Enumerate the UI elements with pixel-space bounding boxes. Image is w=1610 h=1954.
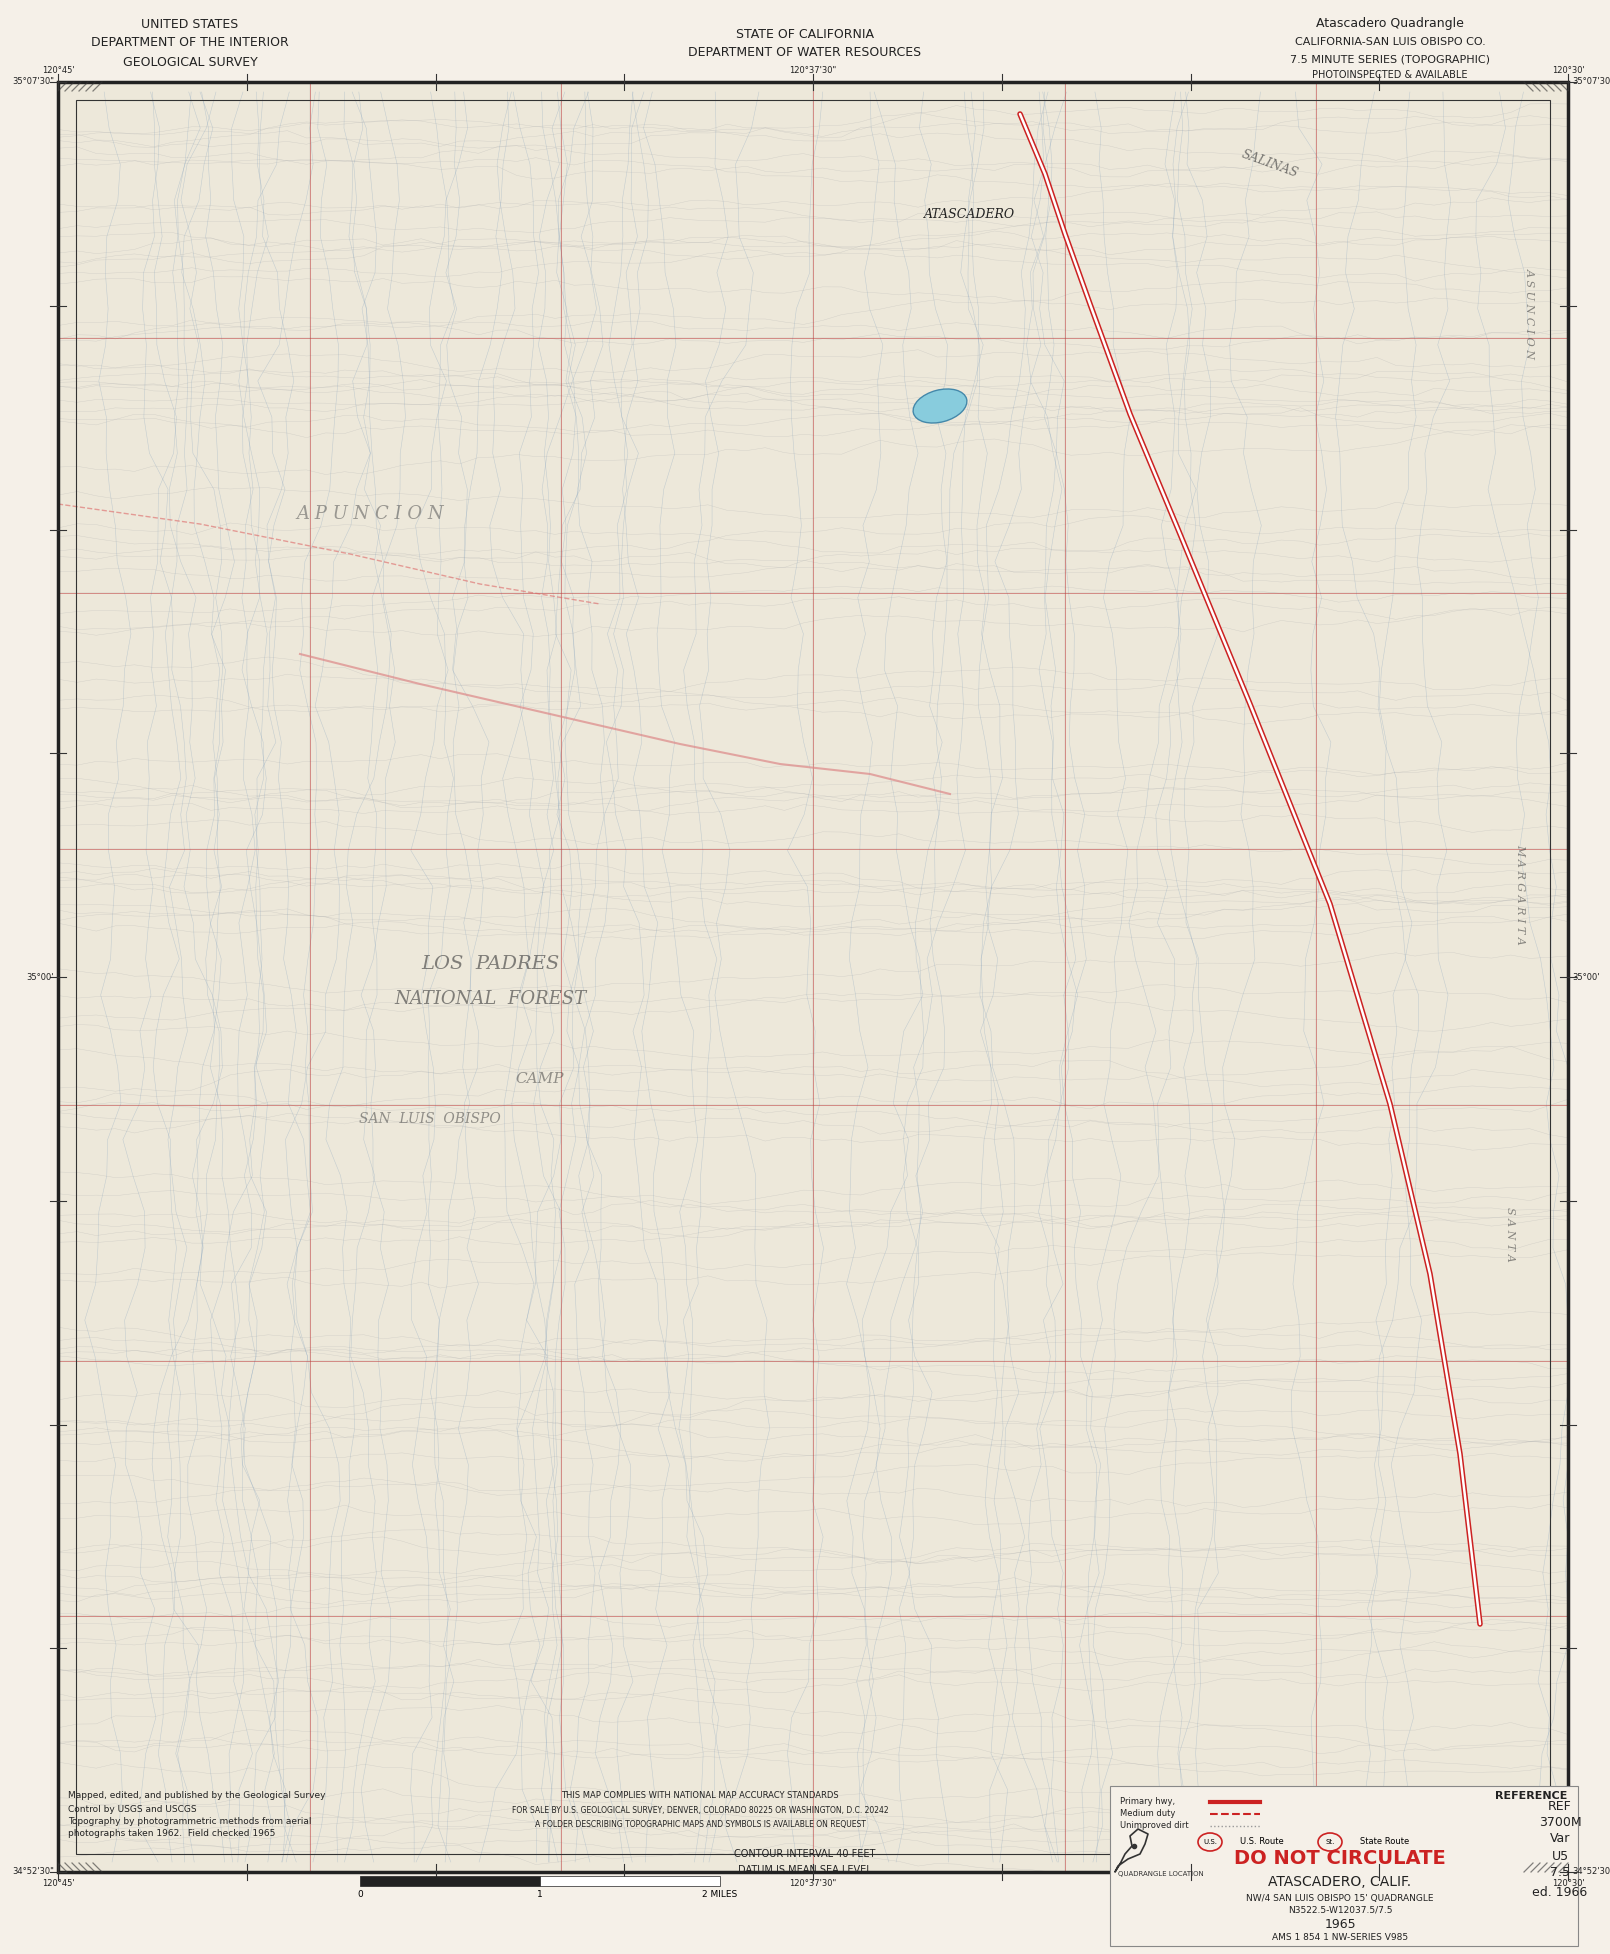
Text: 35°00': 35°00' [26, 973, 55, 981]
Text: THIS MAP COMPLIES WITH NATIONAL MAP ACCURACY STANDARDS: THIS MAP COMPLIES WITH NATIONAL MAP ACCU… [562, 1792, 839, 1800]
Bar [1109, 1786, 1578, 1946]
Text: Control by USGS and USCGS: Control by USGS and USCGS [68, 1804, 196, 1813]
Text: St.: St. [1325, 1839, 1335, 1845]
Text: A P U N C I O N: A P U N C I O N [296, 504, 444, 524]
Text: 120°30': 120°30' [1552, 66, 1584, 74]
Text: Mapped, edited, and published by the Geological Survey: Mapped, edited, and published by the Geo… [68, 1792, 325, 1800]
Text: DEPARTMENT OF THE INTERIOR: DEPARTMENT OF THE INTERIOR [92, 37, 288, 49]
Ellipse shape [913, 389, 968, 422]
Text: M A R G A R I T A: M A R G A R I T A [1515, 844, 1525, 944]
Text: Atascadero Quadrangle: Atascadero Quadrangle [1315, 18, 1463, 31]
Text: A S U N C I O N: A S U N C I O N [1525, 268, 1534, 360]
Text: ATASCADERO, CALIF.: ATASCADERO, CALIF. [1269, 1876, 1412, 1890]
Text: REF: REF [1549, 1800, 1571, 1813]
Text: U.S.: U.S. [1203, 1839, 1217, 1845]
Text: FOR SALE BY U.S. GEOLOGICAL SURVEY, DENVER, COLORADO 80225 OR WASHINGTON, D.C. 2: FOR SALE BY U.S. GEOLOGICAL SURVEY, DENV… [512, 1807, 889, 1815]
Text: S A N T A: S A N T A [1505, 1208, 1515, 1262]
Text: SAN  LUIS  OBISPO: SAN LUIS OBISPO [359, 1112, 501, 1126]
Text: 34°52'30": 34°52'30" [1571, 1868, 1610, 1876]
Text: A FOLDER DESCRIBING TOPOGRAPHIC MAPS AND SYMBOLS IS AVAILABLE ON REQUEST: A FOLDER DESCRIBING TOPOGRAPHIC MAPS AND… [535, 1819, 866, 1829]
Bar [361, 1876, 539, 1886]
Text: Topography by photogrammetric methods from aerial: Topography by photogrammetric methods fr… [68, 1817, 311, 1827]
Text: Medium duty: Medium duty [1121, 1809, 1175, 1819]
Text: PHOTOINSPECTED & AVAILABLE: PHOTOINSPECTED & AVAILABLE [1312, 70, 1468, 80]
Text: photographs taken 1962.  Field checked 1965: photographs taken 1962. Field checked 19… [68, 1829, 275, 1839]
Text: ATASCADERO: ATASCADERO [924, 207, 1016, 221]
Text: NATIONAL  FOREST: NATIONAL FOREST [394, 991, 586, 1008]
Text: SALINAS: SALINAS [1240, 149, 1301, 180]
Text: State Route: State Route [1360, 1837, 1409, 1847]
Text: 120°30': 120°30' [1552, 1880, 1584, 1888]
Text: N3522.5-W12037.5/7.5: N3522.5-W12037.5/7.5 [1288, 1905, 1393, 1915]
Text: 1: 1 [538, 1890, 543, 1899]
Text: ed. 1966: ed. 1966 [1533, 1886, 1587, 1899]
Text: CAMP: CAMP [515, 1073, 564, 1086]
Text: REFERENCE: REFERENCE [1494, 1792, 1567, 1802]
Text: AMS 1 854 1 NW-SERIES V985: AMS 1 854 1 NW-SERIES V985 [1272, 1934, 1409, 1942]
Text: LOS  PADRES: LOS PADRES [420, 956, 559, 973]
Text: 0: 0 [357, 1890, 362, 1899]
Bar [539, 1876, 720, 1886]
Text: 120°37'30": 120°37'30" [789, 66, 837, 74]
Text: DO NOT CIRCULATE: DO NOT CIRCULATE [1235, 1850, 1446, 1868]
Text: 120°45': 120°45' [42, 66, 74, 74]
Text: 35°07'30": 35°07'30" [11, 78, 55, 86]
Text: 120°45': 120°45' [42, 1880, 74, 1888]
Text: 120°37'30": 120°37'30" [789, 1880, 837, 1888]
Text: CALIFORNIA-SAN LUIS OBISPO CO.: CALIFORNIA-SAN LUIS OBISPO CO. [1294, 37, 1486, 47]
Text: U.S. Route: U.S. Route [1240, 1837, 1283, 1847]
Text: UNITED STATES: UNITED STATES [142, 18, 238, 31]
Text: Primary hwy,: Primary hwy, [1121, 1798, 1175, 1807]
Text: 35°00': 35°00' [1571, 973, 1599, 981]
Bar [76, 100, 1550, 1854]
Text: CONTOUR INTERVAL 40 FEET: CONTOUR INTERVAL 40 FEET [734, 1848, 876, 1858]
Text: 1965: 1965 [1323, 1917, 1356, 1931]
Text: 7.5 MINUTE SERIES (TOPOGRAPHIC): 7.5 MINUTE SERIES (TOPOGRAPHIC) [1290, 55, 1489, 64]
Text: 7.5: 7.5 [1550, 1866, 1570, 1880]
Text: Unimproved dirt: Unimproved dirt [1121, 1821, 1188, 1831]
Text: 2 MILES: 2 MILES [702, 1890, 737, 1899]
Text: 34°52'30": 34°52'30" [13, 1868, 55, 1876]
Text: 3700M: 3700M [1539, 1815, 1581, 1829]
Text: 35°07'30": 35°07'30" [1571, 78, 1610, 86]
Text: STATE OF CALIFORNIA: STATE OF CALIFORNIA [736, 27, 874, 41]
Text: GEOLOGICAL SURVEY: GEOLOGICAL SURVEY [122, 55, 258, 68]
Text: DEPARTMENT OF WATER RESOURCES: DEPARTMENT OF WATER RESOURCES [689, 47, 921, 59]
Text: QUADRANGLE LOCATION: QUADRANGLE LOCATION [1117, 1872, 1204, 1878]
Text: DATUM IS MEAN SEA LEVEL: DATUM IS MEAN SEA LEVEL [737, 1864, 873, 1876]
Text: U5: U5 [1552, 1850, 1568, 1862]
Text: NW/4 SAN LUIS OBISPO 15' QUADRANGLE: NW/4 SAN LUIS OBISPO 15' QUADRANGLE [1246, 1893, 1435, 1903]
Text: Var: Var [1550, 1833, 1570, 1845]
